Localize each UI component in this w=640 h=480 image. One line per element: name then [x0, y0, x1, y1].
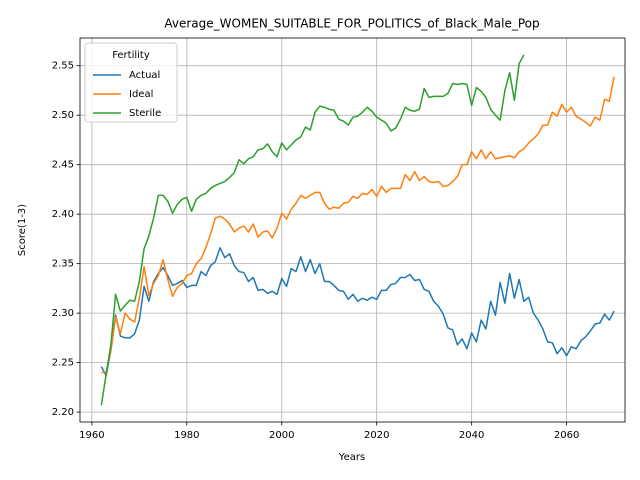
series-line [100, 247, 615, 377]
y-tick-label: 2.20 [52, 407, 74, 418]
y-tick-label: 2.30 [52, 308, 74, 319]
legend-label: Actual [129, 70, 160, 81]
legend-label: Ideal [129, 89, 153, 100]
y-tick-label: 2.35 [52, 259, 74, 270]
x-tick-label: 2060 [554, 430, 579, 441]
y-tick-label: 2.40 [52, 209, 74, 220]
x-tick-label: 2020 [364, 430, 389, 441]
legend: Fertility Actual Ideal Sterile [84, 42, 178, 123]
legend-title: Fertility [112, 50, 150, 61]
y-tick-label: 2.50 [52, 110, 74, 121]
x-tick-label: 1960 [79, 430, 104, 441]
series-line [100, 54, 525, 406]
y-axis-label: Score(1-3) [17, 204, 28, 256]
x-tick-label: 1980 [174, 430, 199, 441]
y-tick-label: 2.25 [52, 358, 74, 369]
plot-frame [79, 37, 626, 423]
y-tick-label: 2.45 [52, 160, 74, 171]
x-tick-label: 2000 [269, 430, 294, 441]
legend-frame [84, 42, 178, 123]
series-line [101, 76, 615, 374]
y-tick-label: 2.55 [52, 61, 74, 72]
chart-title: Average_WOMEN_SUITABLE_FOR_POLITICS_of_B… [164, 17, 539, 31]
legend-label: Sterile [129, 108, 161, 119]
x-axis-label: Years [338, 452, 365, 463]
x-tick-label: 2040 [459, 430, 484, 441]
